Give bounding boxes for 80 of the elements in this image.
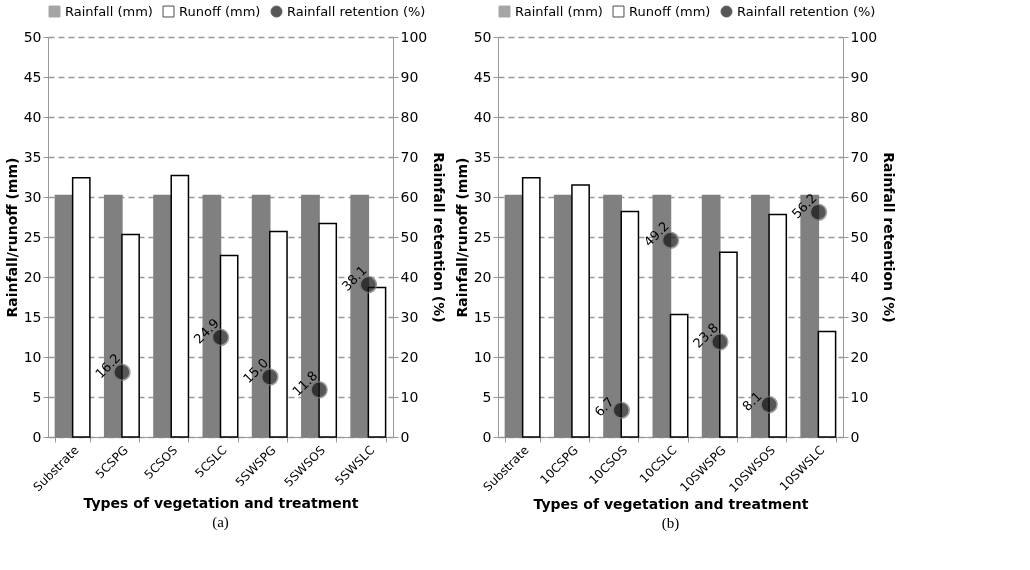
bar [318,222,338,438]
bar [219,254,239,438]
bar [153,194,172,438]
y-tick-label: 50 [23,28,42,45]
y-tick-label: 20 [23,268,42,285]
legend-label: Rainfall (mm) [65,3,153,19]
y-tick-label: 35 [473,148,492,165]
bar [121,233,140,438]
data-label: 8.1 [739,388,765,414]
y2-tick-label: 30 [850,308,869,325]
y2-tick-label: 10 [850,388,869,405]
y2-tick-label: 50 [850,228,869,245]
y2-tick-label: 90 [850,68,869,85]
y2-tick-label: 100 [400,28,428,45]
x-axis-title: Types of vegetation and treatment [83,495,359,512]
data-label: 6.7 [591,394,617,420]
legend-label: Rainfall retention (%) [737,3,876,19]
y2-tick-label: 40 [400,268,419,285]
y2-tick-label: 50 [400,228,419,245]
legend-label: Rainfall retention (%) [287,3,426,19]
y2-tick-label: 0 [850,428,860,445]
y2-axis-title: Rainfall retention (%) [881,152,898,323]
y2-tick-label: 90 [400,68,419,85]
y-tick-label: 5 [482,388,492,405]
y-tick-label: 25 [473,228,492,245]
y2-tick-label: 60 [400,188,419,205]
y-tick-label: 0 [482,428,492,445]
bar [504,194,524,438]
y-tick-label: 40 [23,108,42,125]
point [760,395,778,414]
y2-tick-label: 40 [850,268,869,285]
text: (b) [661,514,680,532]
y-tick-label: 45 [23,68,42,85]
bar [54,194,74,438]
x-axis-title: Types of vegetation and treatment [533,496,809,513]
y2-tick-label: 30 [400,308,419,325]
y-tick-label: 15 [473,308,492,325]
bar [170,174,190,438]
bar [669,313,689,438]
text: (a) [212,513,229,531]
bar [620,210,640,438]
y-tick-label: 10 [473,348,492,365]
bar [719,251,738,438]
y-tick-label: 5 [32,388,42,405]
bar [553,194,573,438]
y-tick-label: 40 [473,108,492,125]
bar [768,213,788,438]
y-tick-label: 30 [473,188,492,205]
y-axis-title: Rainfall/runoff (mm) [453,157,470,318]
y2-tick-label: 100 [850,28,878,45]
bar [817,330,837,438]
y2-tick-label: 20 [400,348,419,365]
bar [367,286,387,438]
y2-tick-label: 60 [850,188,869,205]
bar [521,177,541,438]
point [612,401,631,419]
y-tick-label: 15 [23,308,42,325]
y-tick-label: 20 [473,268,492,285]
y2-tick-label: 0 [400,428,410,445]
y2-tick-label: 80 [850,108,869,125]
y2-axis-title: Rainfall retention (%) [431,152,448,323]
legend-label: Rainfall (mm) [515,3,603,19]
y2-tick-label: 70 [400,148,419,165]
bar [571,184,590,438]
bar [269,230,288,438]
y-tick-label: 50 [473,28,492,45]
y-tick-label: 30 [23,188,42,205]
y2-tick-label: 20 [850,348,869,365]
y-axis-title: Rainfall/runoff (mm) [3,157,20,318]
y-tick-label: 35 [23,148,42,165]
legend-label: Runoff (mm) [629,3,711,19]
y-tick-label: 10 [23,348,42,365]
y2-tick-label: 70 [850,148,869,165]
y-tick-label: 25 [23,228,42,245]
bar [71,177,91,438]
y2-tick-label: 10 [400,388,419,405]
y-tick-label: 45 [473,68,492,85]
legend-label: Runoff (mm) [179,3,261,19]
y2-tick-label: 80 [400,108,419,125]
y-tick-label: 0 [32,428,42,445]
